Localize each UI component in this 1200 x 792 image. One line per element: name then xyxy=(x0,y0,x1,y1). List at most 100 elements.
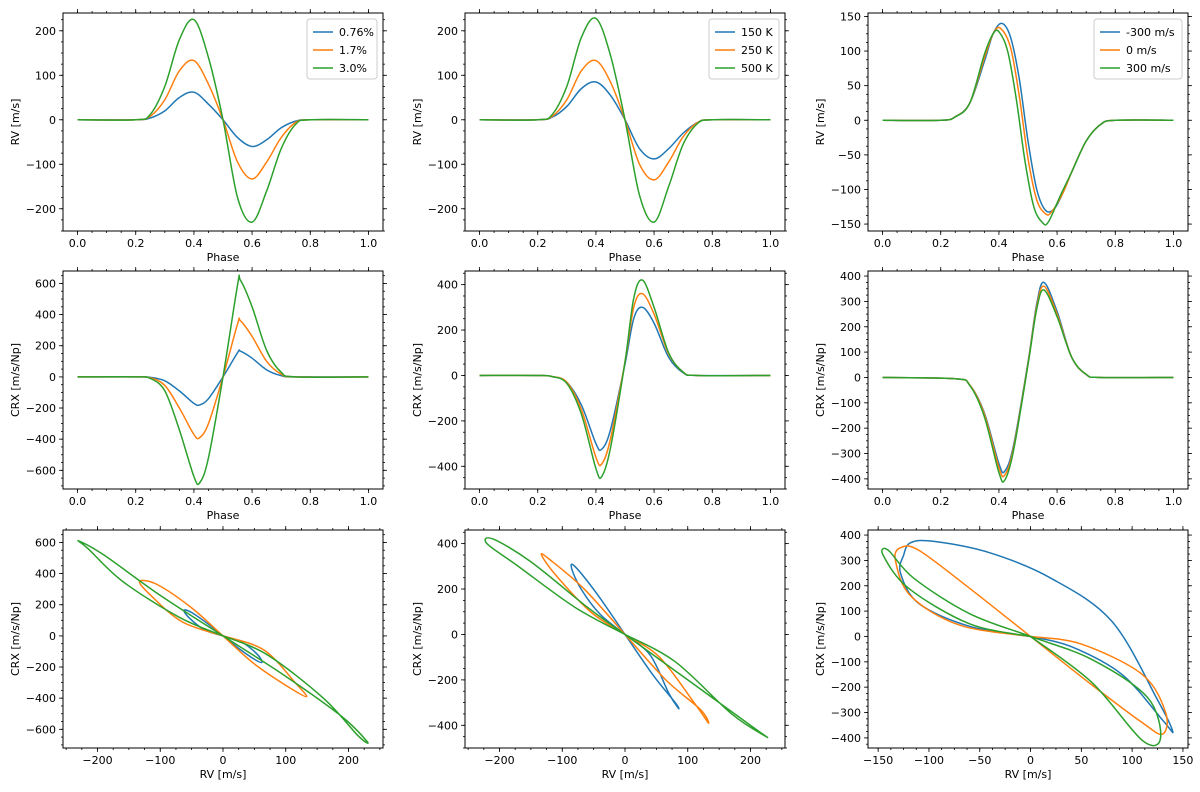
axes-frame xyxy=(867,270,1189,490)
y-tick-label: 0 xyxy=(49,114,56,127)
x-tick-label: 0 xyxy=(1027,754,1034,767)
series-line-3 xyxy=(882,29,1174,226)
x-axis-label: RV [m/s] xyxy=(1005,768,1052,781)
y-axis-label: RV [m/s] xyxy=(814,99,827,146)
y-tick-label: −400 xyxy=(428,460,458,473)
series-line-3 xyxy=(77,18,369,223)
y-tick-label: 100 xyxy=(840,605,861,618)
panel-3: 0.0 0.2 0.4 0.6 0.8 1.0 −150 −100 −50 0 50 100 150 Ph… xyxy=(814,9,1192,264)
y-tick-label: 200 xyxy=(35,340,56,353)
y-tick-label: 200 xyxy=(840,580,861,593)
axes-frame xyxy=(867,529,1189,749)
panel-7: −200 −100 0 100 200 −600 −400 −200 0 200 400 600 RV … xyxy=(9,526,387,781)
legend-entry: 500 K xyxy=(741,62,773,75)
x-tick-label: 0.2 xyxy=(932,495,950,508)
y-axis-label: CRX [m/s/Np] xyxy=(411,343,424,417)
x-tick-label: 1.0 xyxy=(1165,237,1183,250)
x-tick-label: 100 xyxy=(677,754,698,767)
axes-frame xyxy=(62,529,384,749)
x-tick-label: 0.0 xyxy=(69,237,87,250)
x-tick-label: −100 xyxy=(914,754,944,767)
x-tick-label: 0.0 xyxy=(874,495,892,508)
axes-frame xyxy=(464,270,786,490)
x-tick-label: 1.0 xyxy=(1165,495,1183,508)
x-tick-label: 0.2 xyxy=(932,237,950,250)
x-axis-label: Phase xyxy=(207,509,240,522)
legend-entry: 0 m/s xyxy=(1126,44,1157,57)
y-tick-label: −400 xyxy=(831,732,861,745)
legend-entry: 1.7% xyxy=(339,44,367,57)
series-line-1 xyxy=(77,349,369,407)
x-tick-label: 0.6 xyxy=(243,495,261,508)
y-tick-label: 400 xyxy=(437,538,458,551)
y-tick-label: 600 xyxy=(35,277,56,290)
y-tick-label: −300 xyxy=(831,707,861,720)
y-tick-label: 0 xyxy=(451,369,458,382)
y-tick-label: 400 xyxy=(840,270,861,283)
x-tick-label: 0.8 xyxy=(1107,237,1125,250)
series-line-3 xyxy=(77,274,369,486)
x-tick-label: 0.6 xyxy=(645,495,663,508)
x-tick-label: 0.4 xyxy=(587,237,605,250)
y-tick-label: 100 xyxy=(35,69,56,82)
legend: 0.76% 1.7% 3.0% xyxy=(306,18,378,80)
x-tick-label: −100 xyxy=(145,754,175,767)
x-tick-label: 0.2 xyxy=(127,237,145,250)
x-tick-label: 200 xyxy=(338,754,359,767)
x-tick-label: −50 xyxy=(968,754,991,767)
legend: 150 K 250 K 500 K xyxy=(708,18,780,80)
x-tick-label: 50 xyxy=(1074,754,1088,767)
x-tick-label: 1.0 xyxy=(762,495,780,508)
series-line-2 xyxy=(882,285,1174,478)
x-axis-label: Phase xyxy=(1012,509,1045,522)
x-tick-label: 0.2 xyxy=(529,237,547,250)
legend-entry: 150 K xyxy=(741,26,773,39)
y-tick-label: −150 xyxy=(831,218,861,231)
legend-box xyxy=(708,18,780,80)
y-tick-label: −200 xyxy=(428,415,458,428)
x-tick-label: −200 xyxy=(82,754,112,767)
y-tick-label: 200 xyxy=(437,324,458,337)
legend: -300 m/s 0 m/s 300 m/s xyxy=(1093,18,1183,80)
x-tick-label: 0.8 xyxy=(1107,495,1125,508)
y-tick-label: −100 xyxy=(831,397,861,410)
y-tick-label: 400 xyxy=(840,529,861,542)
y-axis-label: CRX [m/s/Np] xyxy=(9,343,22,417)
y-axis-label: RV [m/s] xyxy=(411,99,424,146)
y-tick-label: −400 xyxy=(831,473,861,486)
x-tick-label: 1.0 xyxy=(360,495,378,508)
x-tick-label: 150 xyxy=(1172,754,1193,767)
series-line-3 xyxy=(484,537,769,739)
series-line-3 xyxy=(479,17,771,223)
x-tick-label: 0.4 xyxy=(587,495,605,508)
y-tick-label: 0 xyxy=(854,114,861,127)
y-tick-label: 0 xyxy=(451,114,458,127)
x-tick-label: 0.4 xyxy=(990,237,1008,250)
y-tick-label: −100 xyxy=(831,183,861,196)
y-tick-label: 300 xyxy=(840,295,861,308)
panel-4: 0.0 0.2 0.4 0.6 0.8 1.0 −600 −400 −200 0 200 400 600… xyxy=(9,267,387,522)
x-axis-label: Phase xyxy=(1012,251,1045,264)
legend-entry: 3.0% xyxy=(339,62,367,75)
y-tick-label: 400 xyxy=(35,568,56,581)
y-tick-label: 150 xyxy=(840,10,861,23)
y-tick-label: −100 xyxy=(26,158,56,171)
x-tick-label: −100 xyxy=(547,754,577,767)
x-tick-label: 1.0 xyxy=(762,237,780,250)
x-axis-label: Phase xyxy=(207,251,240,264)
x-tick-label: −150 xyxy=(863,754,893,767)
y-tick-label: 0 xyxy=(451,628,458,641)
panel-6: 0.0 0.2 0.4 0.6 0.8 1.0 −400 −300 −200 −100 0 100 20… xyxy=(814,267,1192,522)
y-tick-label: −100 xyxy=(831,656,861,669)
legend-entry: 0.76% xyxy=(339,26,374,39)
x-tick-label: 0.6 xyxy=(1048,237,1066,250)
x-axis-label: RV [m/s] xyxy=(602,768,649,781)
y-tick-label: 400 xyxy=(437,279,458,292)
series-line-2 xyxy=(894,545,1168,736)
x-tick-label: 0.6 xyxy=(645,237,663,250)
y-tick-label: −400 xyxy=(428,719,458,732)
y-tick-label: −400 xyxy=(26,433,56,446)
x-tick-label: 0.0 xyxy=(69,495,87,508)
panel-5: 0.0 0.2 0.4 0.6 0.8 1.0 −400 −200 0 200 400 Phase CR… xyxy=(411,267,789,522)
